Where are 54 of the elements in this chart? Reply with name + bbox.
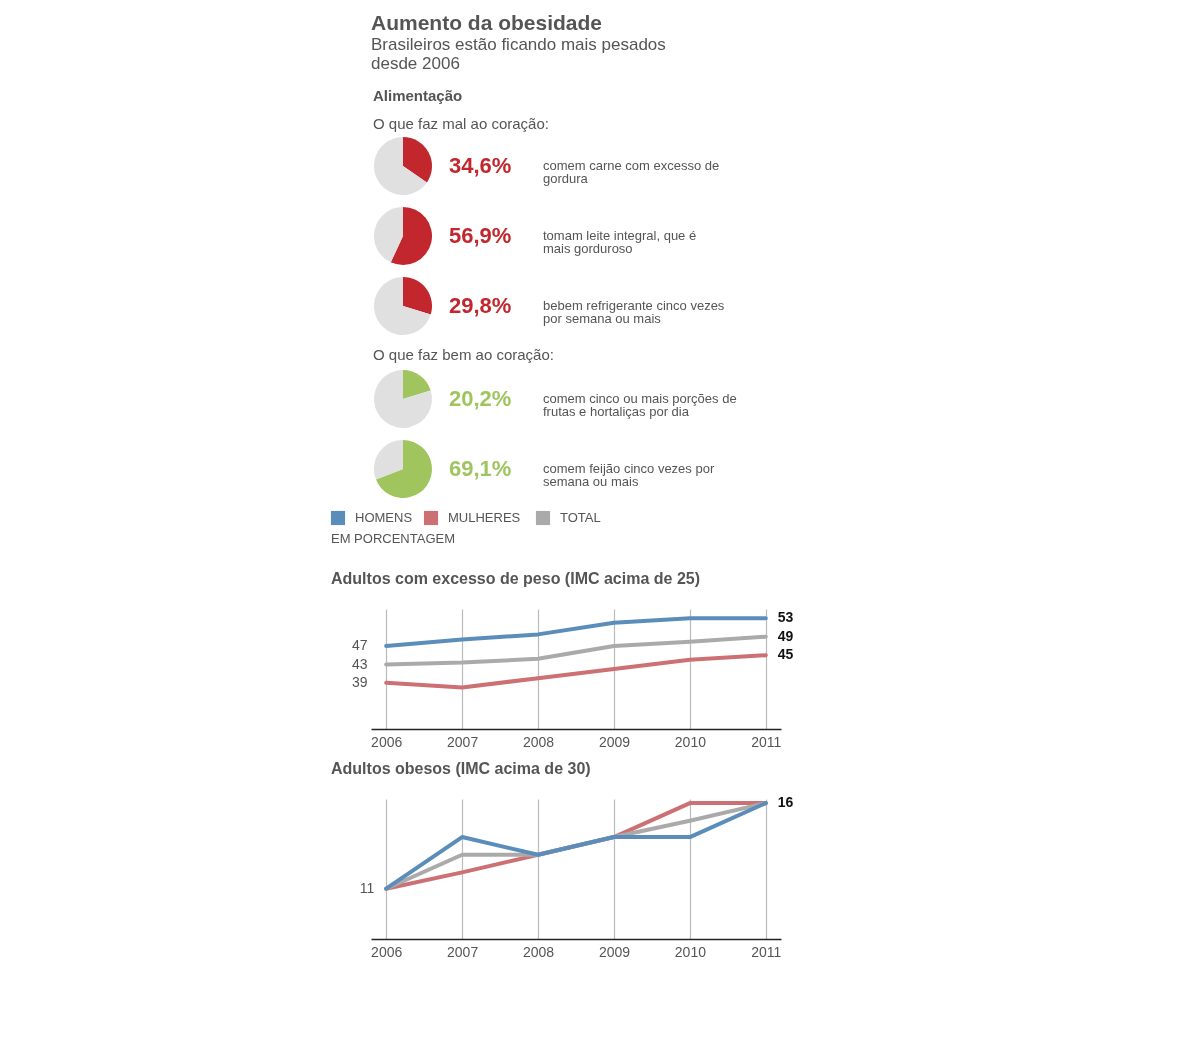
x-tick-label: 2009 bbox=[598, 943, 631, 960]
pie-slice bbox=[403, 370, 431, 399]
y-tick-label: 47 bbox=[351, 637, 368, 654]
x-tick-label: 2006 bbox=[371, 943, 403, 960]
pie-slice bbox=[374, 370, 432, 428]
text: O que faz bem ao coração: bbox=[373, 346, 554, 363]
x-tick-label: 2008 bbox=[522, 943, 555, 960]
line-series bbox=[384, 634, 768, 667]
data-label: 45 bbox=[777, 646, 794, 663]
x-tick-label: 2007 bbox=[447, 943, 479, 960]
pie-slice bbox=[390, 207, 432, 265]
x-tick-label: 2008 bbox=[522, 733, 555, 750]
x-tick-label: 2007 bbox=[447, 733, 479, 750]
pie-slice bbox=[374, 137, 427, 195]
annotation: 16 bbox=[777, 794, 794, 811]
annotation: 11 bbox=[359, 879, 375, 896]
y-tick-label: 43 bbox=[351, 655, 368, 672]
text: Alimentação bbox=[373, 87, 463, 104]
text: comem cinco ou mais porções de frutas e hortaliças por dia bbox=[543, 391, 737, 419]
chart-subtitle: Brasileiros estão ficando mais pesados desde 2006 bbox=[371, 35, 666, 73]
pie-slice bbox=[374, 440, 403, 480]
chart-title: Adultos com excesso de peso (IMC acima de 25) bbox=[331, 570, 701, 587]
pie-slice bbox=[403, 137, 432, 183]
x-tick-label: 2010 bbox=[674, 943, 707, 960]
text: O que faz mal ao coração: bbox=[373, 115, 549, 132]
data-label: 69,1% bbox=[449, 456, 512, 481]
data-label: 56,9% bbox=[449, 223, 512, 248]
data-label: 20,2% bbox=[449, 386, 512, 411]
x-tick-label: 2011 bbox=[751, 943, 782, 960]
legend-label: TOTAL bbox=[560, 510, 601, 525]
legend-label: MULHERES bbox=[448, 510, 521, 525]
data-label: 34,6% bbox=[449, 153, 512, 178]
x-tick-label: 2011 bbox=[751, 733, 782, 750]
y-tick-label: 39 bbox=[351, 674, 368, 691]
pie-slice bbox=[375, 440, 432, 498]
text: bebem refrigerante cinco vezes por semana ou mais bbox=[543, 298, 725, 326]
data-label: 53 bbox=[777, 609, 794, 626]
text: comem carne com excesso de gordura bbox=[543, 158, 720, 186]
x-tick-label: 2009 bbox=[598, 733, 631, 750]
line-series bbox=[384, 616, 768, 648]
x-tick-label: 2006 bbox=[371, 733, 403, 750]
pie-slice bbox=[374, 207, 403, 263]
chart-title: Aumento da obesidade bbox=[371, 11, 603, 34]
text: tomam leite integral, que é mais gorduroso bbox=[543, 228, 697, 256]
x-tick-label: 2010 bbox=[674, 733, 707, 750]
legend-label: HOMENS bbox=[355, 510, 413, 525]
pie-slice bbox=[403, 277, 432, 315]
text: EM PORCENTAGEM bbox=[331, 531, 455, 546]
chart-title: Adultos obesos (IMC acima de 30) bbox=[331, 760, 591, 777]
pie-slice bbox=[374, 277, 431, 335]
data-label: 49 bbox=[777, 627, 794, 644]
text: comem feijão cinco vezes por semana ou mais bbox=[543, 461, 715, 489]
data-label: 29,8% bbox=[449, 293, 512, 318]
line-series bbox=[384, 653, 768, 690]
